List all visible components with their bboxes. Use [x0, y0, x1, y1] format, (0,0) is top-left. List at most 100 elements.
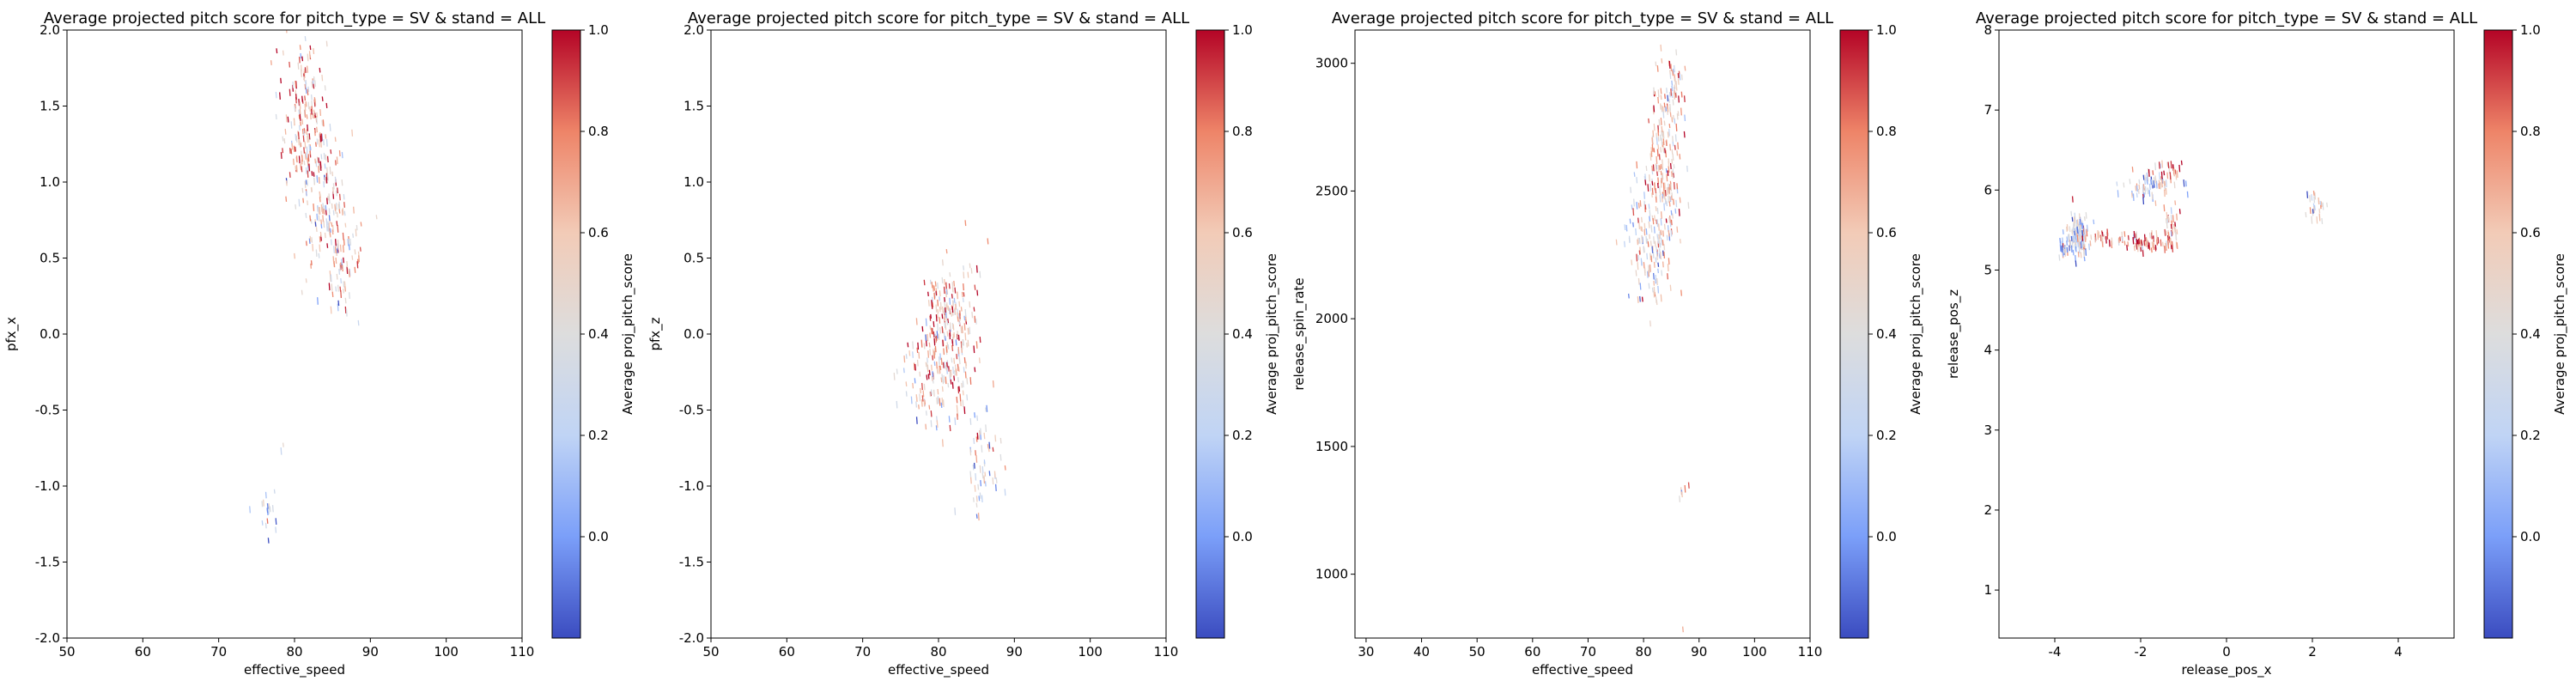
y-tick-label: 8 — [1984, 22, 1992, 38]
data-point — [935, 425, 938, 431]
data-point — [1632, 222, 1634, 228]
data-point — [1674, 144, 1676, 150]
data-point — [2313, 204, 2316, 211]
data-point — [915, 318, 918, 325]
colorbar-tick-label: 0.4 — [1876, 326, 1897, 342]
data-point — [933, 320, 935, 327]
data-point — [343, 257, 344, 264]
data-point — [954, 370, 956, 376]
colorbar-tick-label: 0.0 — [1232, 529, 1253, 544]
data-point — [2152, 170, 2154, 175]
data-point — [1668, 215, 1671, 223]
data-point — [1659, 242, 1662, 248]
data-point — [1641, 234, 1643, 243]
data-point — [936, 331, 939, 339]
data-point — [1684, 114, 1686, 121]
data-point — [921, 325, 924, 332]
y-tick-label: 3000 — [1315, 56, 1348, 71]
data-point — [2077, 251, 2080, 258]
data-point — [344, 306, 347, 313]
data-point — [953, 331, 956, 337]
data-point — [2314, 192, 2317, 200]
data-point — [326, 174, 329, 181]
data-point — [337, 204, 340, 209]
data-point — [311, 171, 313, 176]
data-point — [1647, 241, 1649, 247]
data-point — [2170, 224, 2172, 229]
data-point — [973, 345, 975, 354]
data-point — [961, 343, 963, 350]
data-point — [994, 435, 997, 442]
y-tick-label: 1.0 — [683, 174, 704, 190]
colorbar-tick-label: 0.2 — [588, 428, 609, 443]
data-point — [280, 447, 283, 455]
data-point — [933, 337, 936, 346]
data-point — [348, 244, 350, 251]
data-point — [298, 114, 301, 119]
data-point — [2088, 243, 2091, 251]
data-point — [936, 420, 939, 428]
data-point — [1650, 150, 1653, 157]
colorbar-tick-label: 0.6 — [1232, 225, 1253, 240]
data-point — [978, 435, 981, 440]
data-point — [1680, 289, 1682, 296]
data-point — [2090, 234, 2093, 240]
data-point — [1677, 111, 1680, 117]
data-point — [1657, 136, 1660, 142]
data-point — [299, 113, 301, 121]
x-tick-label: 110 — [510, 644, 535, 660]
data-point — [948, 307, 951, 313]
data-point — [1680, 74, 1683, 81]
data-point — [941, 374, 944, 380]
data-point — [945, 304, 948, 310]
y-tick-label: 3 — [1984, 423, 1992, 438]
data-point — [1661, 196, 1663, 203]
data-point — [2161, 160, 2164, 168]
data-point — [2066, 246, 2069, 253]
data-point — [315, 227, 318, 232]
data-point — [2154, 245, 2157, 250]
data-point — [946, 289, 949, 295]
colorbar-tick-label: 0.8 — [1876, 124, 1897, 139]
data-point — [1649, 216, 1651, 222]
data-point — [2083, 248, 2086, 255]
data-point — [319, 236, 321, 243]
data-point — [1663, 223, 1666, 230]
data-point — [2126, 245, 2129, 251]
data-point — [953, 280, 956, 287]
data-point — [2136, 239, 2139, 246]
data-point — [946, 331, 949, 337]
data-point — [964, 315, 967, 323]
data-point — [290, 149, 293, 155]
data-point — [321, 119, 324, 126]
data-point — [1668, 92, 1671, 98]
data-point — [298, 99, 301, 106]
data-point — [2178, 164, 2181, 173]
data-point — [304, 151, 307, 160]
data-point — [1637, 203, 1640, 209]
data-point — [2070, 210, 2073, 216]
data-point — [951, 381, 954, 389]
data-point — [933, 361, 936, 367]
subplot-2: Average projected pitch score for pitch_… — [647, 9, 1280, 678]
data-point — [320, 133, 323, 142]
data-point — [995, 477, 998, 483]
data-point — [1651, 246, 1654, 253]
data-point — [931, 301, 933, 309]
data-point — [1662, 250, 1664, 257]
data-point — [301, 187, 304, 193]
data-point — [310, 260, 313, 265]
data-point — [313, 177, 316, 185]
data-point — [2100, 235, 2103, 241]
colorbar-label: Average proj_pitch_score — [2552, 253, 2568, 415]
data-point — [341, 179, 343, 186]
data-point — [2309, 195, 2312, 203]
data-point — [977, 483, 980, 490]
data-point — [930, 391, 932, 397]
data-point — [326, 243, 329, 248]
data-point — [2133, 231, 2136, 239]
data-point — [323, 221, 325, 228]
data-point — [2139, 240, 2142, 247]
data-point — [1671, 159, 1674, 164]
data-point — [935, 304, 938, 313]
